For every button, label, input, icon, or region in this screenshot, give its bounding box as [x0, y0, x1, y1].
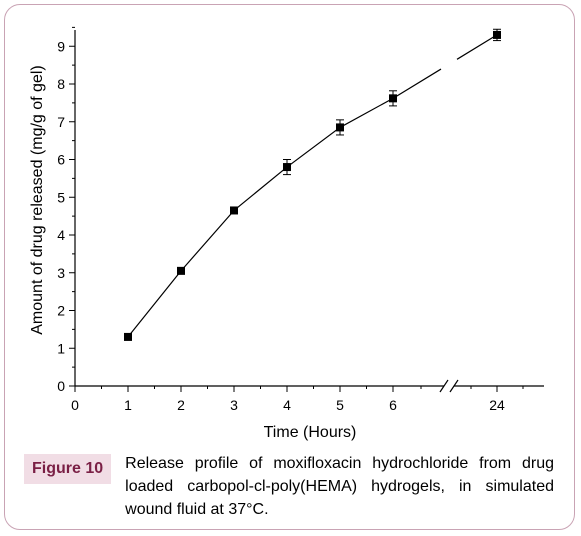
x-tick-label: 24 [489, 397, 505, 413]
data-point-marker [336, 123, 344, 132]
axes: 0 1 2 3 4 5 6 7 8 9 0 1 2 3 4 5 6 24 [57, 26, 544, 413]
caption-text: Release profile of moxifloxacin hydrochl… [125, 455, 554, 518]
y-tick-label: 2 [57, 303, 65, 319]
y-tick-label: 3 [57, 265, 65, 281]
y-tick-label: 9 [57, 38, 65, 54]
y-tick-label: 5 [57, 189, 65, 205]
figure-label: Figure 10 [24, 454, 112, 484]
release-profile-chart: 0 1 2 3 4 5 6 7 8 9 0 1 2 3 4 5 6 24 Time (Hours) Amount … [29, 26, 544, 441]
data-point-marker [177, 266, 185, 275]
data-point-marker [124, 332, 132, 341]
y-axis-title: Amount of drug released (mg/g of gel) [29, 65, 46, 334]
y-tick-label: 7 [57, 114, 65, 130]
x-tick-label: 5 [336, 397, 344, 413]
figure-caption: Figure 10 Release profile of moxifloxaci… [24, 452, 554, 521]
x-tick-label: 0 [71, 397, 79, 413]
data-point-marker [493, 30, 501, 39]
y-tick-label: 8 [57, 76, 65, 92]
data-point-marker [230, 206, 238, 215]
data-marks [124, 28, 501, 341]
y-tick-label: 1 [57, 340, 65, 356]
y-tick-label: 0 [57, 378, 65, 394]
x-axis-break-mark [439, 379, 449, 393]
series-line [127, 34, 498, 338]
x-tick-label: 3 [230, 397, 238, 413]
x-tick-label: 6 [389, 397, 397, 413]
figure-frame [4, 4, 575, 530]
data-point-marker [389, 94, 397, 103]
y-tick-label: 4 [57, 227, 65, 243]
x-axis-title: Time (Hours) [264, 424, 357, 441]
y-tick-label: 6 [57, 152, 65, 168]
x-tick-label: 1 [124, 397, 132, 413]
x-tick-label: 4 [283, 397, 291, 413]
data-point-marker [283, 163, 291, 172]
x-tick-label: 2 [177, 397, 185, 413]
x-axis-break-mark [449, 379, 459, 393]
